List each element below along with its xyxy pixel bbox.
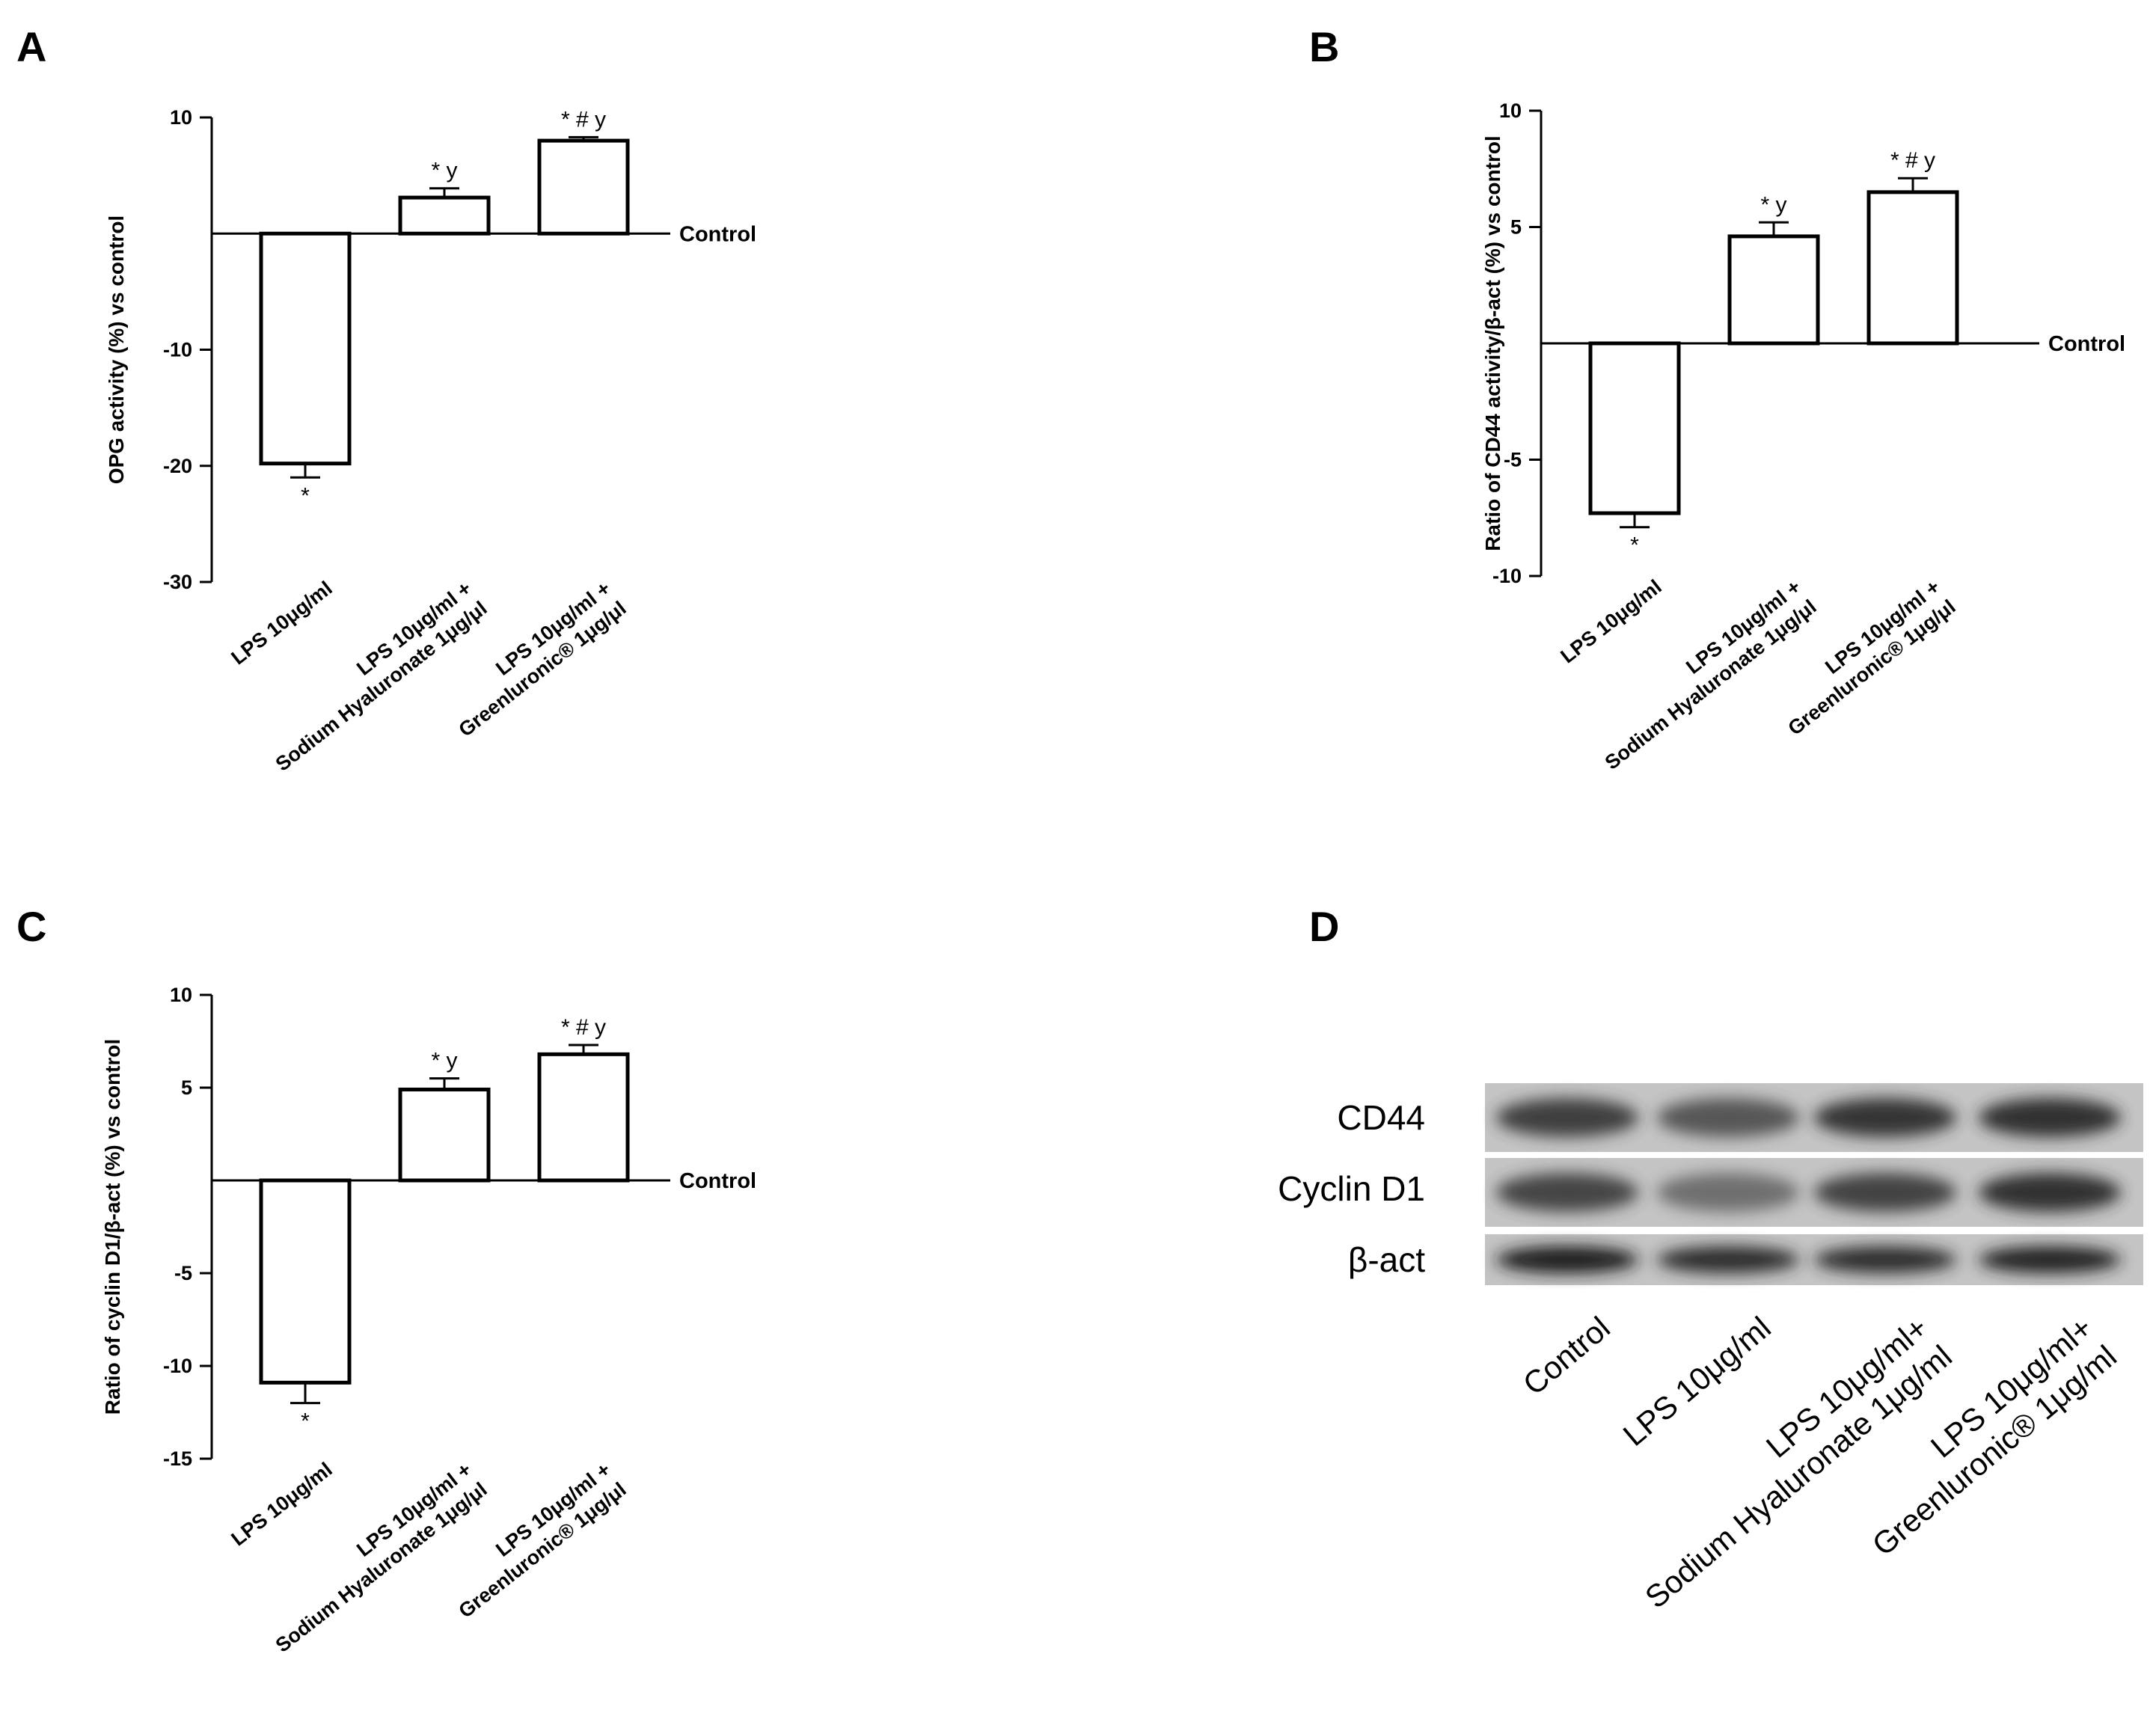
panel-letter: B (1309, 23, 1339, 70)
chart-panel-c: C 10 5 -5 -10 -15 Control Ratio of cyclin D1/β-… (16, 903, 756, 1657)
blot-band (1814, 1173, 1956, 1212)
bar (398, 195, 491, 236)
significance-label: * # y (561, 1015, 606, 1040)
y-tick-label: 10 (170, 106, 192, 129)
x-tick-label: LPS 10μg/ml (227, 577, 337, 669)
significance-label: * y (1760, 192, 1786, 217)
blot-band (1657, 1098, 1799, 1137)
blot-lane-label-line: Control (1516, 1310, 1617, 1402)
x-tick-label: LPS 10μg/ml +Greenluronic® 1μg/μl (439, 1458, 631, 1623)
significance-label: * (301, 483, 310, 508)
blot-band (1814, 1098, 1956, 1137)
blot-band (1979, 1246, 2121, 1273)
panel-letter: A (16, 23, 46, 70)
x-tick-label-line: Sodium Hyaluronate 1μg/μl (272, 597, 491, 776)
x-tick-label: LPS 10μg/ml (227, 1458, 337, 1550)
blot-lane-label: Control (1516, 1310, 1617, 1402)
panel-letter: D (1309, 903, 1339, 950)
bar (1727, 234, 1820, 346)
x-tick-label-line: Sodium Hyaluronate 1μg/μl (272, 1478, 491, 1657)
bar (537, 138, 630, 236)
y-tick-label: -10 (163, 1355, 192, 1377)
blot-band (1979, 1098, 2121, 1137)
blot-lane-label: LPS 10μg/ml+Sodium Hyaluronate 1μg/ml (1614, 1310, 1959, 1615)
bar (537, 1052, 630, 1183)
blot-lane-label-line: LPS 10μg/ml (1617, 1310, 1777, 1453)
blot-row-label-cyclin-d1: Cyclin D1 (1278, 1169, 1425, 1208)
x-tick-label-line: LPS 10μg/ml (227, 1458, 337, 1550)
y-axis-label: Ratio of cyclin D1/β-act (%) vs control (101, 1039, 124, 1415)
blot-band (1657, 1173, 1799, 1212)
blot-row-label-cd44: CD44 (1337, 1098, 1425, 1137)
y-tick-label: -5 (174, 1262, 192, 1284)
control-label: Control (679, 222, 756, 246)
blot-band (1814, 1246, 1956, 1273)
y-tick-label: 10 (1499, 99, 1522, 122)
blot-band (1496, 1246, 1638, 1273)
x-tick-label: LPS 10μg/ml +Greenluronic® 1μg/μl (439, 577, 631, 741)
x-tick-label-line: LPS 10μg/ml (227, 577, 337, 669)
bar (398, 1087, 491, 1183)
bar (1866, 190, 1959, 346)
x-tick-label: LPS 10μg/ml (1557, 575, 1666, 667)
y-axis-label: OPG activity (%) vs control (105, 215, 128, 484)
blot-band (1496, 1173, 1638, 1212)
x-tick-label-line: Sodium Hyaluronate 1μg/μl (1601, 595, 1821, 774)
y-tick-label: -5 (1504, 449, 1522, 471)
y-tick-label: 5 (1510, 216, 1522, 239)
y-tick-label: -10 (163, 339, 192, 361)
panel-letter: C (16, 903, 46, 950)
significance-label: * y (431, 159, 457, 183)
blot-band (1979, 1173, 2121, 1212)
chart-panel-a: A 10 -10 -20 -30 Control OPG activity (%) vs c… (16, 23, 756, 776)
blot-row-label-beta-act: β-act (1348, 1240, 1425, 1279)
significance-label: * y (431, 1049, 457, 1073)
control-label: Control (679, 1169, 756, 1193)
blot-band (1657, 1246, 1799, 1273)
significance-label: * # y (1890, 148, 1935, 173)
x-tick-label: LPS 10μg/ml +Greenluronic® 1μg/μl (1768, 575, 1960, 740)
bar (259, 231, 352, 466)
significance-label: * # y (561, 107, 606, 132)
blot-lane-label: LPS 10μg/ml (1617, 1310, 1777, 1453)
significance-label: * (1630, 533, 1639, 558)
y-tick-label: -10 (1492, 565, 1522, 587)
y-tick-label: -30 (163, 571, 192, 593)
control-label: Control (2048, 332, 2125, 356)
bar (1588, 341, 1681, 515)
y-tick-label: -15 (163, 1447, 192, 1470)
x-tick-label-line: LPS 10μg/ml (1557, 575, 1666, 667)
blot-band (1496, 1098, 1638, 1137)
bar (259, 1178, 352, 1385)
chart-panel-b: B 10 5 -5 -10 Control Ratio of CD44 activity/β… (1309, 23, 2125, 774)
y-tick-label: 5 (181, 1076, 192, 1099)
y-axis-label: Ratio of CD44 activity/β-act (%) vs cont… (1481, 135, 1504, 551)
y-tick-label: -20 (163, 455, 192, 477)
y-tick-label: 10 (170, 984, 192, 1006)
significance-label: * (301, 1409, 310, 1434)
blot-panel-d: D CD44 Cyclin D1 β-act Control LPS 10μg/mlLPS… (1278, 903, 2143, 1615)
